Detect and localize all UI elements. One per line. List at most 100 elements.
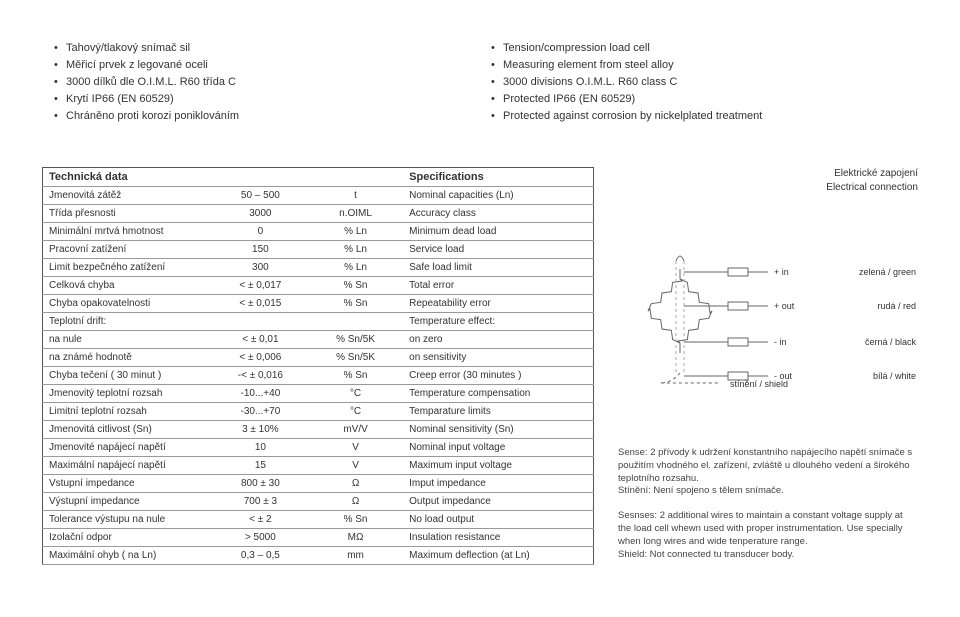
table-row: Výstupní impedance700 ± 3ΩOutput impedan… — [43, 493, 594, 511]
cell-cz: Celková chyba — [43, 277, 213, 295]
cell-val: -30...+70 — [213, 403, 308, 421]
table-row: na nule< ± 0,01% Sn/5Kon zero — [43, 331, 594, 349]
cell-unit: n.OIML — [308, 205, 403, 223]
cell-en: Total error — [403, 277, 593, 295]
svg-text:rudá / red: rudá / red — [877, 301, 916, 311]
cell-cz: Chyba tečení ( 30 minut ) — [43, 367, 213, 385]
table-row: Izolační odpor> 5000MΩInsulation resista… — [43, 529, 594, 547]
cell-unit: % Sn/5K — [308, 331, 403, 349]
svg-text:černá / black: černá / black — [865, 337, 917, 347]
cell-en: Imput impedance — [403, 475, 593, 493]
cell-val: < ± 0,015 — [213, 295, 308, 313]
cell-cz: na známé hodnotě — [43, 349, 213, 367]
cell-cz: Jmenovité napájecí napětí — [43, 439, 213, 457]
table-row: Třída přesnosti3000n.OIMLAccuracy class — [43, 205, 594, 223]
cell-en: Accuracy class — [403, 205, 593, 223]
cell-en: Maximum deflection (at Ln) — [403, 547, 593, 565]
main-content: Technická data Specifications Jmenovitá … — [42, 167, 918, 573]
feature-item: 3000 divisions O.I.M.L. R60 class C — [491, 74, 762, 91]
cell-cz: na nule — [43, 331, 213, 349]
spec-header-cz: Technická data — [43, 168, 213, 187]
table-row: Pracovní zatížení150% LnService load — [43, 241, 594, 259]
feature-item: Measuring element from steel alloy — [491, 57, 762, 74]
feature-item: Chráněno proti korozi poniklováním — [54, 108, 239, 125]
feature-item: 3000 dílků dle O.I.M.L. R60 třída C — [54, 74, 239, 91]
feature-item: Krytí IP66 (EN 60529) — [54, 91, 239, 108]
cell-cz: Maximální napájecí napětí — [43, 457, 213, 475]
cell-val: -10...+40 — [213, 385, 308, 403]
cell-cz: Izolační odpor — [43, 529, 213, 547]
cell-unit: Ω — [308, 493, 403, 511]
cell-en: Service load — [403, 241, 593, 259]
cell-val: < ± 0,006 — [213, 349, 308, 367]
cell-val — [213, 313, 308, 331]
cell-unit: t — [308, 187, 403, 205]
cell-cz: Jmenovitý teplotní rozsah — [43, 385, 213, 403]
side-title-en: Electrical connection — [618, 181, 918, 195]
feature-list-en: Tension/compression load cellMeasuring e… — [479, 40, 762, 125]
cell-val: 3 ± 10% — [213, 421, 308, 439]
cell-en: Temperature effect: — [403, 313, 593, 331]
spec-table: Technická data Specifications Jmenovitá … — [42, 167, 594, 565]
table-row: Teplotní drift: Temperature effect: — [43, 313, 594, 331]
spec-header-val — [213, 168, 308, 187]
cell-val: 150 — [213, 241, 308, 259]
feature-item: Protected against corrosion by nickelpla… — [491, 108, 762, 125]
cell-unit: % Sn — [308, 511, 403, 529]
spec-header-en: Specifications — [403, 168, 593, 187]
cell-val: < ± 2 — [213, 511, 308, 529]
cell-val: 700 ± 3 — [213, 493, 308, 511]
feature-lists: Tahový/tlakový snímač silMěřicí prvek z … — [42, 40, 918, 125]
cell-unit: % Sn — [308, 295, 403, 313]
cell-en: on zero — [403, 331, 593, 349]
cell-unit: % Ln — [308, 223, 403, 241]
cell-unit: % Ln — [308, 259, 403, 277]
side-title-cz: Elektrické zapojení — [618, 167, 918, 181]
cell-unit: V — [308, 439, 403, 457]
cell-val: 50 – 500 — [213, 187, 308, 205]
svg-text:zelená / green: zelená / green — [859, 267, 916, 277]
svg-text:- out: - out — [774, 371, 793, 381]
table-row: Chyba opakovatelnosti< ± 0,015% SnRepeat… — [43, 295, 594, 313]
svg-text:bílá / white: bílá / white — [873, 371, 916, 381]
cell-en: Nominal capacities (Ln) — [403, 187, 593, 205]
cell-cz: Vstupní impedance — [43, 475, 213, 493]
feature-item: Protected IP66 (EN 60529) — [491, 91, 762, 108]
table-row: Jmenovitá citlivost (Sn)3 ± 10%mV/VNomin… — [43, 421, 594, 439]
cell-en: Output impedance — [403, 493, 593, 511]
table-row: na známé hodnotě< ± 0,006% Sn/5Kon sensi… — [43, 349, 594, 367]
cell-unit: °C — [308, 403, 403, 421]
cell-unit — [308, 313, 403, 331]
cell-cz: Minimální mrtvá hmotnost — [43, 223, 213, 241]
cell-cz: Teplotní drift: — [43, 313, 213, 331]
svg-text:- in: - in — [774, 337, 787, 347]
table-row: Tolerance výstupu na nule< ± 2% SnNo loa… — [43, 511, 594, 529]
cell-en: Repeatability error — [403, 295, 593, 313]
cell-en: Maximum input voltage — [403, 457, 593, 475]
svg-text:+ in: + in — [774, 267, 789, 277]
table-row: Limit bezpečného zatížení300% LnSafe loa… — [43, 259, 594, 277]
cell-val: 800 ± 30 — [213, 475, 308, 493]
table-row: Chyba tečení ( 30 minut )-< ± 0,016% SnC… — [43, 367, 594, 385]
cell-cz: Limit bezpečného zatížení — [43, 259, 213, 277]
cell-en: Nominal input voltage — [403, 439, 593, 457]
cell-cz: Pracovní zatížení — [43, 241, 213, 259]
cell-unit: % Ln — [308, 241, 403, 259]
cell-unit: Ω — [308, 475, 403, 493]
cell-unit: V — [308, 457, 403, 475]
feature-item: Měřicí prvek z legované oceli — [54, 57, 239, 74]
spec-header-unit — [308, 168, 403, 187]
cell-en: Temperature compensation — [403, 385, 593, 403]
table-row: Vstupní impedance800 ± 30ΩImput impedanc… — [43, 475, 594, 493]
cell-val: 0,3 – 0,5 — [213, 547, 308, 565]
side-title: Elektrické zapojení Electrical connectio… — [618, 167, 918, 194]
table-row: Jmenovité napájecí napětí10VNominal inpu… — [43, 439, 594, 457]
cell-en: Nominal sensitivity (Sn) — [403, 421, 593, 439]
side-column: Elektrické zapojení Electrical connectio… — [618, 167, 918, 573]
cell-cz: Jmenovitá citlivost (Sn) — [43, 421, 213, 439]
table-row: Minimální mrtvá hmotnost0% LnMinimum dea… — [43, 223, 594, 241]
side-note-cz: Sense: 2 přívody k udržení konstantního … — [618, 447, 918, 498]
feature-item: Tension/compression load cell — [491, 40, 762, 57]
table-row: Celková chyba< ± 0,017% SnTotal error — [43, 277, 594, 295]
cell-val: 300 — [213, 259, 308, 277]
